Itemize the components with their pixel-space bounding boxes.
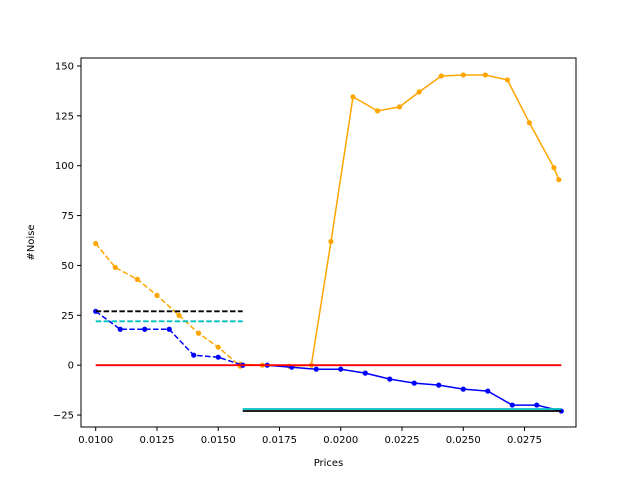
x-axis-label: Prices bbox=[314, 458, 344, 469]
series-point bbox=[166, 326, 172, 332]
y-tick-label: −25 bbox=[53, 411, 74, 422]
series-point bbox=[350, 94, 356, 100]
series-point bbox=[396, 104, 403, 110]
x-tick-label: 0.0125 bbox=[139, 435, 174, 446]
series-point bbox=[176, 312, 182, 318]
series-point bbox=[154, 292, 160, 298]
series-point bbox=[196, 330, 202, 336]
plot-frame bbox=[80, 57, 577, 428]
x-tick-label: 0.0175 bbox=[262, 435, 297, 446]
series-point bbox=[509, 402, 515, 408]
series-point bbox=[534, 402, 540, 408]
x-tick-label: 0.0100 bbox=[78, 435, 113, 446]
y-axis: −25 0 25 50 75 100 125 150 bbox=[53, 61, 81, 422]
series-point bbox=[485, 388, 491, 394]
series-point bbox=[191, 352, 197, 358]
y-axis-label: #Noise bbox=[26, 224, 37, 260]
y-tick-label: 100 bbox=[55, 161, 74, 172]
series-line-0 bbox=[95, 243, 241, 367]
series-point bbox=[551, 165, 557, 171]
series-point bbox=[556, 177, 562, 183]
series-point bbox=[338, 366, 344, 372]
series-point bbox=[387, 376, 393, 382]
series-point bbox=[117, 326, 123, 332]
y-tick-label: 25 bbox=[61, 311, 74, 322]
series-point bbox=[215, 354, 221, 360]
x-tick-label: 0.0200 bbox=[323, 435, 358, 446]
series-line-3 bbox=[242, 364, 562, 412]
plot-background bbox=[81, 58, 576, 427]
series-point bbox=[460, 72, 466, 78]
y-tick-label: 150 bbox=[55, 61, 74, 72]
y-tick-label: 75 bbox=[61, 211, 74, 222]
series-point bbox=[416, 89, 422, 95]
series-point bbox=[215, 344, 221, 350]
series-point bbox=[362, 370, 368, 376]
series-point bbox=[460, 386, 466, 392]
series-point bbox=[328, 238, 334, 245]
series-point bbox=[142, 326, 148, 332]
x-tick-label: 0.0150 bbox=[201, 435, 236, 446]
series-point bbox=[482, 72, 488, 78]
x-tick-label: 0.0250 bbox=[446, 435, 481, 446]
series-point bbox=[374, 108, 381, 114]
y-tick-label: 0 bbox=[68, 361, 74, 372]
series-point bbox=[504, 77, 510, 83]
series-point bbox=[438, 73, 444, 79]
series-point bbox=[93, 240, 99, 247]
series-point bbox=[436, 382, 442, 388]
series-point bbox=[526, 120, 533, 126]
x-tick-label: 0.0275 bbox=[507, 435, 542, 446]
series-layer bbox=[93, 72, 564, 414]
series-point bbox=[112, 264, 118, 271]
series-point bbox=[313, 366, 319, 372]
x-tick-label: 0.0225 bbox=[385, 435, 420, 446]
y-tick-label: 50 bbox=[61, 261, 74, 272]
series-point bbox=[134, 276, 140, 282]
y-tick-label: 125 bbox=[55, 111, 74, 122]
x-axis: 0.0100 0.0125 0.0150 0.0175 0.0200 0.0225 0.02… bbox=[78, 427, 542, 446]
series-point bbox=[411, 380, 417, 386]
